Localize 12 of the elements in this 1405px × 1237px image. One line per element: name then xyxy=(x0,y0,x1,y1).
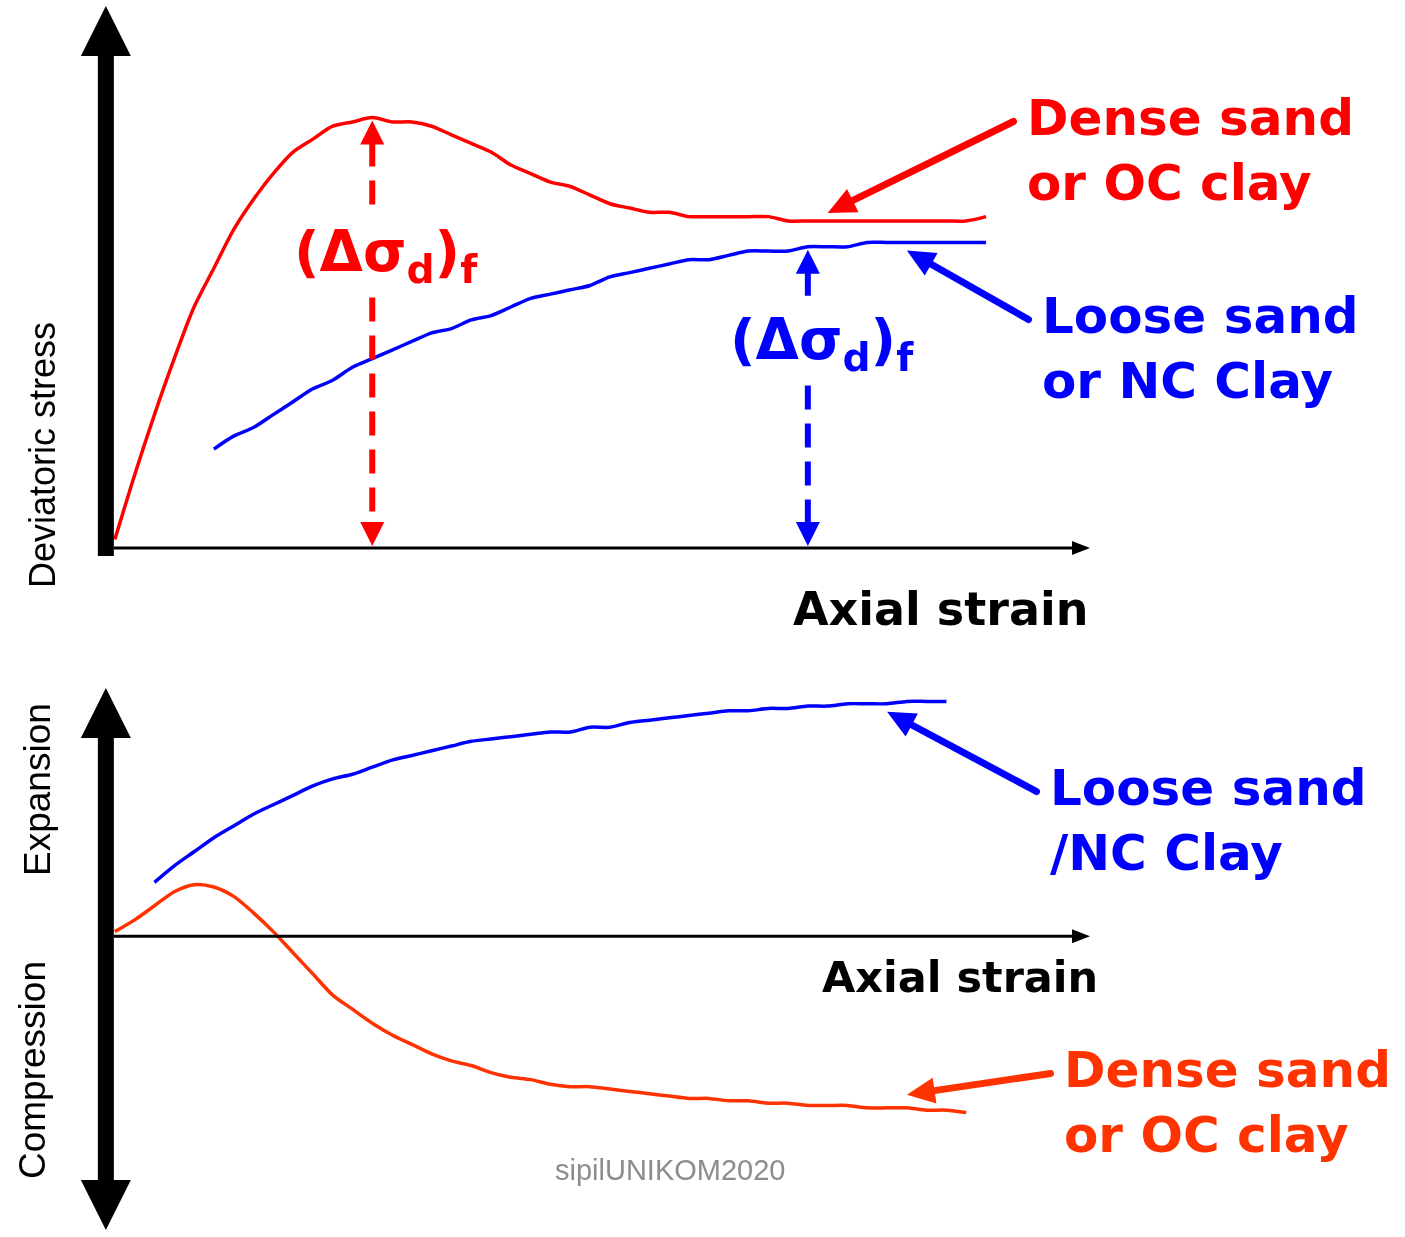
annotation: (Δσ$_{d}$)$_{f}$ xyxy=(730,307,915,380)
annotation: (Δσ$_{d}$)$_{f}$ xyxy=(294,219,479,292)
text: Compression xyxy=(12,961,53,1179)
legend-label: Dense sand or OC clay xyxy=(1027,89,1354,212)
y-axis-title: Deviatoric stress xyxy=(22,321,63,588)
text: Expansion xyxy=(17,703,58,876)
legend-label: Loose sand /NC Clay xyxy=(1050,759,1367,882)
text: sipilUNIKOM2020 xyxy=(555,1154,786,1186)
legend-label: Dense sand or OC clay xyxy=(1064,1041,1391,1164)
x-axis-title: Axial strain xyxy=(793,582,1089,636)
x-axis-title: Axial strain xyxy=(822,952,1099,1002)
legend-label: Loose sand or NC Clay xyxy=(1042,287,1359,410)
